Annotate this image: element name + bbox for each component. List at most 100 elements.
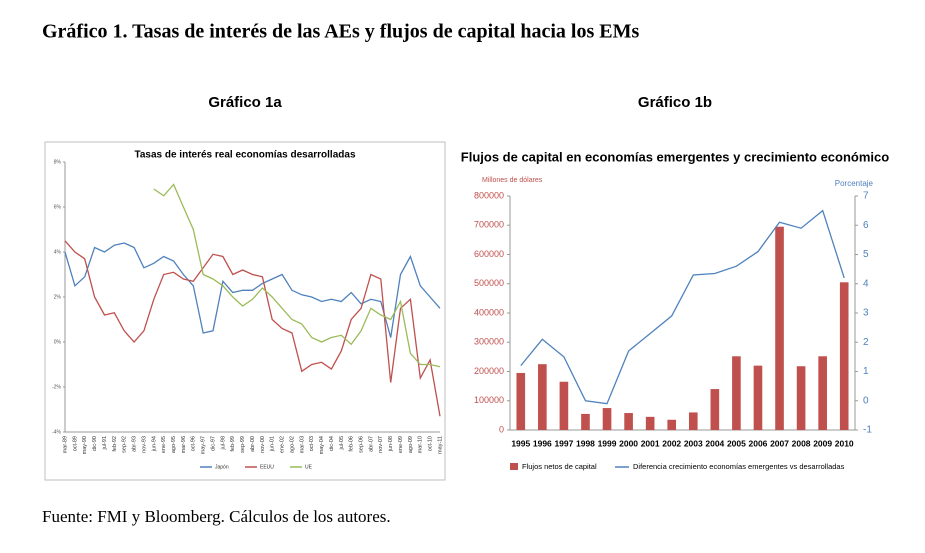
x-tick-label: 2001 [641, 438, 660, 448]
x-tick-label: 2008 [792, 438, 811, 448]
y-tick-label: 400000 [474, 307, 504, 317]
legend-label: EEUU [260, 464, 274, 470]
x-tick-label: sep-06 [359, 436, 365, 453]
x-tick-label: jun-94 [151, 436, 157, 452]
y-tick-label: 200000 [474, 366, 504, 376]
legend-label: UE [305, 464, 313, 470]
bar [667, 419, 677, 430]
x-tick-label: dic-04 [329, 436, 335, 451]
bar [645, 416, 655, 430]
x-tick-label: ago-02 [289, 436, 295, 453]
line-series [520, 209, 845, 405]
x-tick-label: mar-03 [299, 436, 305, 453]
x-tick-label: dic-97 [210, 436, 216, 451]
x-tick-label: 2006 [749, 438, 768, 448]
x-tick-label: ene-02 [280, 436, 286, 453]
x-tick-label: oct-96 [191, 436, 197, 451]
x-tick-label: may-04 [319, 436, 325, 454]
chart-title: Flujos de capital en economías emergente… [461, 149, 889, 164]
x-tick-label: 1997 [554, 438, 573, 448]
x-tick-label: 2010 [835, 438, 854, 448]
y-tick-label: 700000 [474, 220, 504, 230]
x-tick-label: oct-89 [72, 436, 78, 451]
y-tick-label: 6% [54, 204, 62, 210]
panel-label: Gráfico 1b [638, 94, 712, 111]
bar [516, 372, 526, 430]
x-tick-label: 2002 [662, 438, 681, 448]
y2-tick-label: 1 [863, 366, 869, 377]
bar [732, 356, 741, 430]
bar [559, 381, 569, 430]
chart-frame [44, 141, 446, 481]
x-tick-label: sep-92 [122, 436, 128, 453]
y-tick-label: 300000 [474, 337, 504, 347]
bar [839, 282, 849, 430]
y2-tick-label: 3 [863, 308, 869, 319]
x-tick-label: nov-07 [378, 436, 384, 453]
x-tick-label: mar-96 [181, 436, 187, 453]
x-tick-label: abr-07 [368, 436, 374, 452]
bar [753, 365, 763, 430]
y2-tick-label: 4 [863, 278, 869, 289]
y-tick-label: 0 [499, 424, 504, 434]
x-tick-label: ene-09 [398, 436, 404, 453]
legend-swatch [510, 463, 518, 470]
doc-title: Gráfico 1. Tasas de interés de las AEs y… [42, 21, 639, 43]
legend-label: Japón [215, 464, 229, 470]
y2-tick-label: 0 [863, 395, 869, 406]
y-tick-label: 8% [54, 159, 62, 165]
line-series [153, 183, 441, 368]
x-tick-label: oct-10 [428, 436, 434, 451]
y-tick-label: 800000 [474, 190, 504, 200]
bar [602, 408, 612, 430]
x-tick-label: 1998 [576, 438, 595, 448]
x-tick-label: feb-06 [349, 436, 355, 452]
x-tick-label: ago-09 [408, 436, 414, 453]
bar [710, 389, 720, 430]
bar [688, 412, 698, 430]
x-tick-label: 2000 [619, 438, 638, 448]
x-tick-label: 1996 [533, 438, 552, 448]
x-tick-label: oct-03 [309, 436, 315, 451]
line-series [64, 240, 441, 417]
y-tick-label: 4% [54, 249, 62, 255]
y-axis-label: Millones de dólares [482, 177, 543, 184]
bar [538, 364, 547, 430]
y-tick-label: 600000 [474, 249, 504, 259]
y-tick-label: 500000 [474, 278, 504, 288]
legend-label: Diferencia crecimiento economías emergen… [633, 462, 845, 471]
y-tick-label: -4% [52, 429, 61, 435]
x-tick-label: 2004 [705, 438, 724, 448]
x-tick-label: may-11 [437, 436, 443, 454]
x-tick-label: dic-90 [92, 436, 98, 451]
x-tick-label: 2003 [684, 438, 703, 448]
x-tick-label: mar-10 [418, 436, 424, 453]
x-tick-label: nov-93 [141, 436, 147, 453]
bar [775, 226, 784, 430]
x-tick-label: mar-89 [62, 436, 68, 453]
y-tick-label: 100000 [474, 395, 504, 405]
x-tick-label: jun-08 [388, 436, 394, 452]
y-tick-label: 0% [54, 339, 62, 345]
x-tick-label: nov-00 [260, 436, 266, 453]
legend-label: Flujos netos de capital [522, 462, 597, 471]
line-series [64, 242, 441, 338]
y2-tick-label: 2 [863, 337, 869, 348]
x-tick-label: may-97 [201, 436, 207, 454]
y2-axis-label: Porcentaje [835, 179, 874, 188]
chart-title: Tasas de interés real economías desarrol… [134, 150, 355, 161]
bar [581, 413, 590, 430]
x-tick-label: 2007 [770, 438, 789, 448]
y2-tick-label: 5 [863, 249, 869, 260]
x-tick-label: 1999 [598, 438, 617, 448]
bar [796, 366, 806, 430]
y2-tick-label: 6 [863, 220, 869, 231]
x-tick-label: ene-95 [161, 436, 167, 453]
x-tick-label: feb-99 [230, 436, 236, 452]
x-tick-label: jul-91 [102, 436, 108, 450]
x-tick-label: jul-05 [339, 436, 345, 450]
panel-label: Gráfico 1a [208, 94, 282, 111]
y-tick-label: 2% [54, 294, 62, 300]
